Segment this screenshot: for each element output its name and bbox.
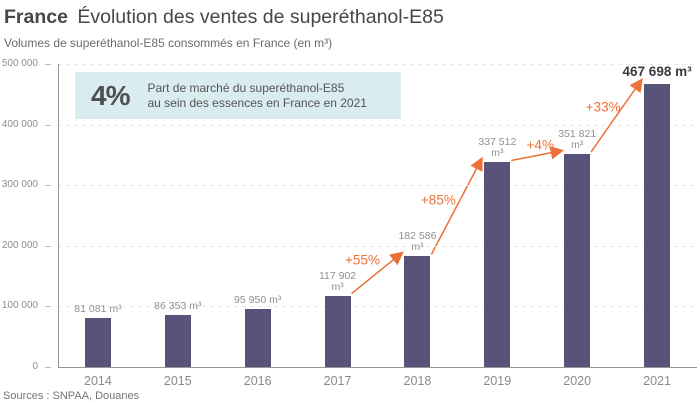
x-axis-label-2021: 2021 [643, 374, 671, 388]
chart-subtitle: Volumes de superéthanol-E85 consommés en… [4, 36, 333, 50]
bar-2020 [564, 153, 591, 367]
y-axis-label: 300 000 [1, 179, 38, 191]
x-axis-label-2016: 2016 [243, 374, 272, 388]
growth-arrow-2018-2019 [430, 156, 483, 255]
gridline [58, 64, 697, 65]
x-axis-label-2018: 2018 [403, 374, 432, 388]
bar-2018 [404, 256, 431, 367]
bar-2017 [324, 295, 351, 367]
x-axis-label-2014: 2014 [84, 374, 112, 388]
y-axis-tick [45, 245, 51, 247]
y-axis-tick [45, 124, 51, 126]
growth-label-2018-2019: +85% [420, 192, 456, 208]
bar-2015 [164, 314, 191, 367]
bar-value-label-2019: 337 512 m³ [478, 136, 517, 160]
bar-2016 [244, 308, 271, 367]
growth-arrow-2017-2018 [351, 251, 404, 295]
gridline [58, 185, 697, 187]
y-axis-tick [45, 367, 51, 368]
growth-arrow-2020-2021 [590, 78, 643, 153]
growth-label-2019-2020: +4% [526, 137, 554, 153]
bar-value-label-2014: 81 081 m³ [74, 302, 122, 315]
x-axis-line [58, 367, 697, 368]
market-share-description-line2: au sein des essences en France en 2021 [147, 95, 367, 110]
bar-value-label-2017: 117 902 m³ [318, 269, 357, 293]
y-axis-tick [45, 306, 51, 308]
market-share-callout: 4% Part de marché du superéthanol-E85 au… [75, 72, 401, 119]
bar-value-label-2016: 95 950 m³ [234, 293, 282, 306]
y-axis-label: 500 000 [1, 58, 38, 69]
page-title: France Évolution des ventes de superétha… [4, 6, 444, 29]
x-axis-label-2020: 2020 [563, 374, 592, 388]
title-country: France [4, 6, 68, 28]
y-axis-label: 400 000 [1, 118, 38, 130]
y-axis-tick [45, 64, 51, 65]
bar-2019 [484, 162, 511, 367]
bar-value-label-2020: 351 821 m³ [558, 127, 597, 151]
market-share-value: 4% [91, 79, 130, 111]
growth-label-2017-2018: +55% [345, 252, 380, 268]
y-axis-tick [45, 185, 51, 187]
x-axis-label-2019: 2019 [483, 374, 512, 388]
y-axis-label: 0 [32, 361, 38, 372]
growth-arrow-2019-2020 [511, 146, 565, 162]
bar-value-label-2015: 86 353 m³ [154, 299, 202, 312]
gridline [58, 245, 697, 247]
market-share-description: Part de marché du superéthanol-E85 au se… [147, 81, 366, 111]
gridline [58, 124, 697, 126]
title-text: Évolution des ventes de superéthanol-E85 [77, 6, 444, 28]
source-note: Sources : SNPAA, Douanes [3, 390, 140, 402]
market-share-description-line1: Part de marché du superéthanol-E85 [147, 80, 345, 95]
x-axis-label-2015: 2015 [163, 374, 192, 388]
y-axis-label: 200 000 [1, 239, 38, 251]
bar-value-label-2021: 467 698 m³ [622, 63, 692, 79]
bar-2014 [84, 317, 111, 367]
bar-value-label-2018: 182 586 m³ [398, 230, 437, 254]
x-axis-label-2017: 2017 [323, 374, 352, 388]
y-axis-label: 100 000 [1, 300, 38, 312]
y-axis-line [58, 64, 59, 367]
growth-label-2020-2021: +33% [585, 99, 621, 115]
gridline [58, 306, 697, 308]
bar-2021 [644, 83, 671, 367]
